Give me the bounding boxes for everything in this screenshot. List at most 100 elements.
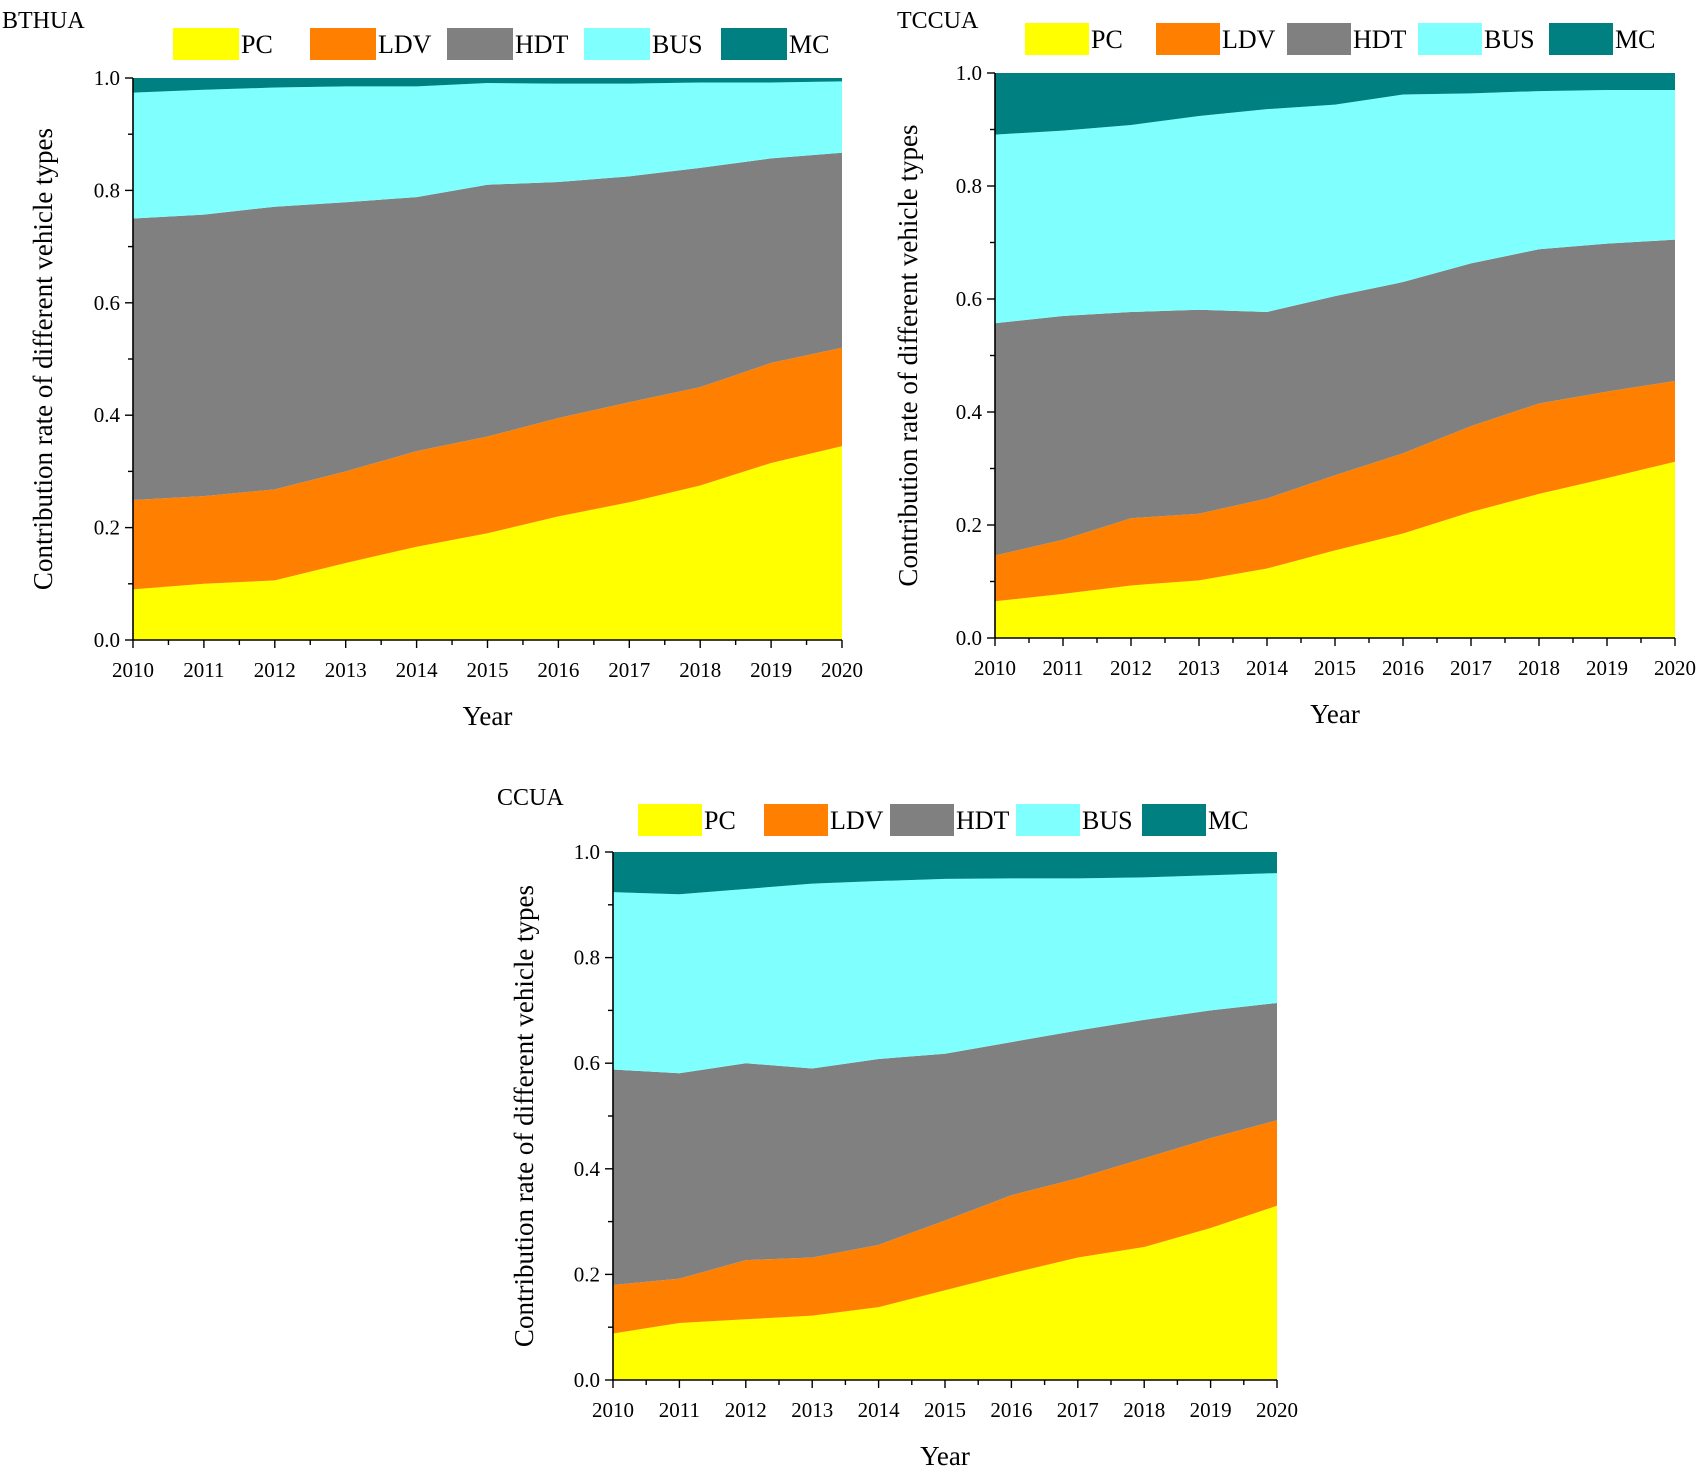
x-tick-label: 2014	[396, 658, 439, 682]
x-tick-label: 2012	[254, 658, 296, 682]
legend-swatch-hdt	[890, 804, 954, 836]
x-axis-title: Year	[463, 701, 513, 731]
x-tick-label: 2017	[608, 658, 650, 682]
legend-swatch-hdt	[1287, 23, 1351, 55]
legend-swatch-pc	[173, 28, 239, 60]
legend-label-ldv: LDV	[1222, 25, 1276, 54]
y-tick-label: 1.0	[94, 66, 120, 90]
x-tick-label: 2014	[1246, 656, 1289, 680]
panel-title: BTHUA	[2, 8, 85, 34]
legend-swatch-mc	[1142, 804, 1206, 836]
y-tick-label: 0.4	[956, 400, 983, 424]
x-tick-label: 2019	[750, 658, 792, 682]
x-tick-label: 2010	[592, 1398, 634, 1422]
legend-label-pc: PC	[1091, 25, 1123, 54]
area-hdt	[133, 152, 842, 501]
area-hdt	[995, 239, 1675, 556]
y-tick-label: 0.6	[574, 1051, 600, 1075]
legend-swatch-pc	[1025, 23, 1089, 55]
legend-swatch-bus	[584, 28, 650, 60]
x-tick-label: 2018	[1518, 656, 1560, 680]
x-tick-label: 2015	[467, 658, 509, 682]
area-bus	[133, 81, 842, 219]
x-tick-label: 2015	[924, 1398, 966, 1422]
x-tick-label: 2013	[325, 658, 367, 682]
y-tick-label: 0.0	[956, 626, 982, 650]
legend-label-mc: MC	[789, 30, 829, 59]
x-tick-label: 2016	[537, 658, 579, 682]
legend-label-pc: PC	[241, 30, 273, 59]
legend-label-mc: MC	[1208, 806, 1248, 835]
y-tick-label: 1.0	[574, 840, 600, 864]
legend-swatch-ldv	[1156, 23, 1220, 55]
legend: PC LDV HDT BUS MC	[173, 28, 829, 60]
area-mc	[613, 852, 1277, 895]
y-tick-label: 0.8	[94, 178, 120, 202]
legend-swatch-bus	[1418, 23, 1482, 55]
y-tick-label: 1.0	[956, 61, 982, 85]
x-tick-label: 2011	[1042, 656, 1083, 680]
x-tick-label: 2019	[1586, 656, 1628, 680]
y-tick-label: 0.8	[956, 174, 982, 198]
area-ldv	[995, 380, 1675, 602]
legend-swatch-bus	[1016, 804, 1080, 836]
y-tick-label: 0.6	[94, 291, 120, 315]
panel-ccua: 0.0 0.2 0.4 0.6 0.8 1.0 2010 2011 2012 2013 2014 20…	[497, 785, 1298, 1467]
y-tick-label: 0.2	[956, 513, 982, 537]
y-tick-label: 0.0	[574, 1368, 600, 1392]
y-tick-label: 0.2	[574, 1262, 600, 1286]
legend-label-hdt: HDT	[956, 806, 1010, 835]
y-tick-label: 0.2	[94, 516, 120, 540]
legend-swatch-pc	[638, 804, 702, 836]
x-tick-label: 2016	[1382, 656, 1424, 680]
area-ldv	[133, 347, 842, 590]
legend-label-bus: BUS	[652, 30, 703, 59]
legend-label-ldv: LDV	[378, 30, 432, 59]
x-tick-label: 2013	[1178, 656, 1220, 680]
area-mc	[995, 73, 1675, 135]
x-tick-label: 2020	[821, 658, 863, 682]
x-tick-label: 2017	[1057, 1398, 1099, 1422]
legend: PC LDV HDT BUS MC	[638, 804, 1248, 836]
x-tick-label: 2019	[1190, 1398, 1232, 1422]
area-bus	[995, 89, 1675, 324]
x-tick-label: 2012	[725, 1398, 767, 1422]
area-hdt	[613, 1003, 1277, 1285]
legend-swatch-ldv	[310, 28, 376, 60]
y-tick-label: 0.8	[574, 946, 600, 970]
legend-swatch-mc	[721, 28, 787, 60]
area-mc	[133, 78, 842, 93]
area-ldv	[613, 1120, 1277, 1334]
x-tick-label: 2014	[858, 1398, 901, 1422]
legend-label-hdt: HDT	[515, 30, 569, 59]
x-tick-label: 2013	[791, 1398, 833, 1422]
legend-swatch-mc	[1549, 23, 1613, 55]
y-tick-label: 0.4	[94, 403, 121, 427]
area-pc	[995, 461, 1675, 638]
x-tick-label: 2015	[1314, 656, 1356, 680]
legend-label-ldv: LDV	[830, 806, 884, 835]
area-bus	[613, 873, 1277, 1074]
y-tick-label: 0.0	[94, 628, 120, 652]
x-tick-label: 2018	[679, 658, 721, 682]
x-tick-label: 2011	[659, 1398, 700, 1422]
x-tick-label: 2018	[1123, 1398, 1165, 1422]
x-tick-label: 2016	[990, 1398, 1032, 1422]
legend-swatch-hdt	[447, 28, 513, 60]
x-tick-label: 2020	[1256, 1398, 1298, 1422]
y-axis-title: Contribution rate of different vehicle t…	[893, 124, 923, 586]
legend: PC LDV HDT BUS MC	[1025, 23, 1655, 55]
y-axis-title: Contribution rate of different vehicle t…	[28, 128, 58, 590]
panel-title: TCCUA	[897, 8, 979, 34]
legend-label-bus: BUS	[1082, 806, 1133, 835]
panel-title: CCUA	[497, 785, 564, 811]
x-tick-label: 2020	[1654, 656, 1696, 680]
x-axis-title: Year	[920, 1441, 970, 1467]
y-tick-label: 0.6	[956, 287, 982, 311]
panel-tccua: 0.0 0.2 0.4 0.6 0.8 1.0 2010 2011 2012 2013 2014 20…	[893, 8, 1696, 729]
legend-label-hdt: HDT	[1353, 25, 1407, 54]
legend-swatch-ldv	[764, 804, 828, 836]
x-tick-label: 2012	[1110, 656, 1152, 680]
panel-bthua: 0.0 0.2 0.4 0.6 0.8 1.0 2010 2011 2012 2013 2014 20…	[2, 8, 863, 731]
